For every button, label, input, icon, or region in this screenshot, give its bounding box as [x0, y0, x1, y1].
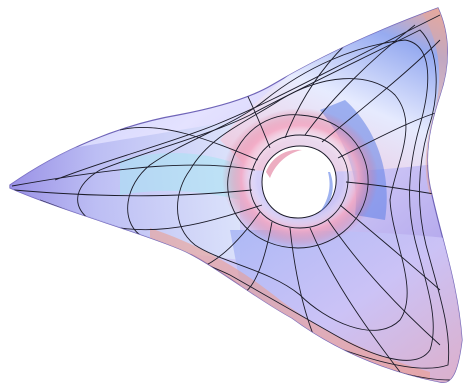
- hole-inner-shadow: [266, 149, 302, 178]
- center-hole: [261, 145, 337, 219]
- hole-inner-blue: [320, 172, 333, 212]
- mesh-grid: [11, 14, 451, 381]
- rim-salmon-band: [150, 228, 430, 380]
